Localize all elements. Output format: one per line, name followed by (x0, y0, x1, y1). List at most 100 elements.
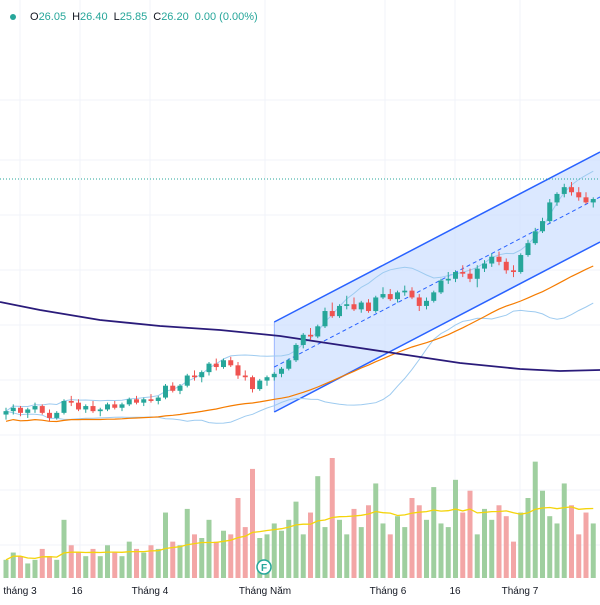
x-axis-tick-label: Tháng Năm (239, 586, 291, 597)
x-axis-tick-label: 16 (71, 586, 83, 597)
candle-body (97, 409, 103, 412)
x-axis-tick-label: 16 (449, 586, 461, 597)
volume-bar (54, 559, 60, 578)
volume-bar (250, 468, 255, 578)
candle-body (467, 273, 473, 279)
candle-body (453, 272, 458, 279)
volume-bar (184, 508, 190, 578)
ma-orange-line (5, 265, 594, 423)
earnings-marker-icon[interactable] (256, 559, 272, 575)
candle-body (10, 407, 16, 412)
candle-body (271, 373, 277, 378)
candle-body (32, 406, 38, 410)
candle-body (250, 377, 255, 390)
candle-body (192, 375, 197, 378)
volume-bar (271, 523, 277, 578)
volume-bar (264, 534, 270, 578)
candle-body (141, 399, 147, 403)
volume-bar (18, 556, 23, 578)
volume-bar (68, 545, 74, 578)
candle-body (525, 243, 531, 256)
x-axis-tick-label: tháng 3 (3, 586, 37, 597)
candle-body (590, 199, 596, 203)
volume-bar (177, 545, 183, 578)
volume-bar (402, 527, 408, 578)
volume-bar (141, 552, 147, 578)
candle-body (184, 375, 190, 386)
ohlc-close: C26.20 (153, 11, 189, 23)
x-axis: tháng 3 16 Tháng 4 Tháng Năm Tháng 6 16 Tháng … (3, 586, 538, 597)
candle-body (344, 304, 350, 306)
volume-bar (409, 498, 415, 578)
candle-body (119, 404, 125, 408)
volume-bar (315, 476, 321, 578)
series-status-dot-icon (10, 14, 16, 20)
candle-body (257, 380, 263, 390)
volume-bar (221, 530, 226, 578)
volume-bar (61, 519, 67, 578)
candle-body (583, 197, 589, 203)
volume-moving-average (5, 506, 594, 561)
volume-bar (561, 483, 567, 578)
volume-bars (3, 458, 596, 578)
volume-bar (293, 501, 299, 578)
candle-body (496, 256, 502, 262)
earnings-marker-label: F (261, 563, 267, 574)
volume-bar (163, 512, 168, 578)
event-marker[interactable]: F (256, 559, 272, 575)
volume-bar (308, 512, 313, 578)
volume-bar (3, 559, 9, 578)
candle-body (3, 411, 9, 415)
volume-bar (76, 552, 81, 578)
volume-bar (424, 519, 429, 578)
candle-body (540, 221, 545, 232)
volume-bar (583, 512, 589, 578)
candle-body (322, 311, 328, 327)
volume-bar (112, 552, 118, 578)
volume-bar (300, 534, 306, 578)
trend-channel[interactable] (273, 151, 600, 413)
volume-bar (511, 541, 516, 578)
candle-body (18, 407, 23, 413)
channel-upper-line[interactable] (273, 151, 600, 323)
volume-bar (358, 527, 364, 578)
candle-body (170, 385, 176, 391)
candle-body (39, 406, 45, 413)
volume-bar (569, 505, 574, 578)
candle-body (337, 305, 342, 317)
ohlc-legend: O26.05 H26.40 L25.85 C26.20 0.00 (0.00%) (0, 6, 258, 28)
candle-body (286, 360, 292, 369)
volume-bar (126, 541, 132, 578)
candle-body (155, 397, 161, 401)
volume-bar (155, 548, 161, 578)
candle-body (474, 268, 480, 279)
bollinger-upper-line (5, 170, 594, 412)
volume-bar (228, 534, 234, 578)
candle-body (126, 399, 132, 405)
candle-body (532, 231, 538, 244)
candle-body (163, 385, 168, 398)
volume-bar (90, 548, 96, 578)
candle-body (83, 406, 89, 410)
candle-body (293, 344, 299, 361)
candle-body (482, 263, 487, 269)
candle-body (351, 304, 357, 310)
volume-bar (257, 538, 263, 578)
volume-bar (467, 490, 473, 578)
candle-body (554, 193, 560, 203)
volume-bar (453, 479, 458, 578)
volume-bar (482, 508, 487, 578)
volume-bar (380, 523, 386, 578)
volume-bar (518, 512, 524, 578)
candle-body (518, 255, 524, 272)
volume-bar (279, 530, 284, 578)
volume-bar (351, 508, 357, 578)
volume-bar (547, 516, 553, 578)
channel-lower-line[interactable] (273, 241, 600, 413)
ohlc-high: H26.40 (72, 11, 108, 23)
candle-body (561, 187, 567, 194)
volume-bar (344, 534, 350, 578)
volume-bar (10, 552, 16, 578)
